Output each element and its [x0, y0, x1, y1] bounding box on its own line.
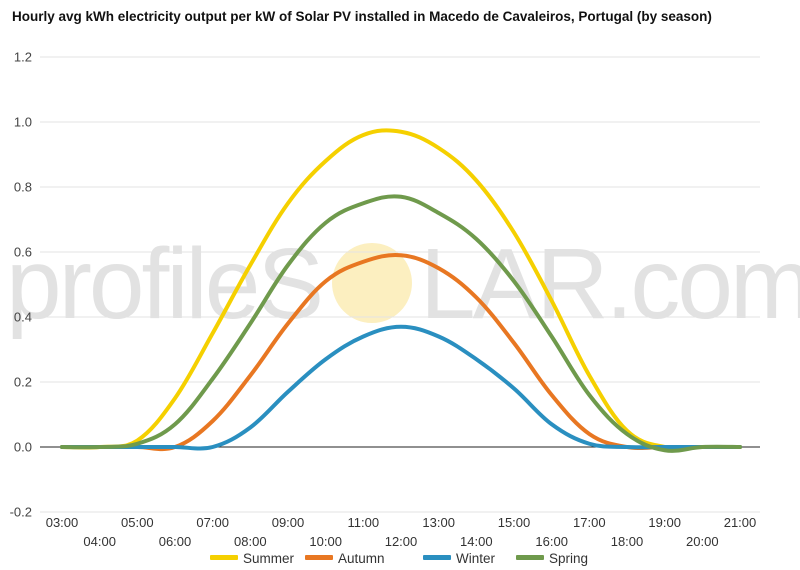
- y-axis-ticks: -0.2 0.0 0.2 0.4 0.6 0.8 1.0 1.2: [10, 50, 32, 520]
- grid-lines: [40, 56, 760, 513]
- y-tick-label: -0.2: [10, 505, 32, 520]
- x-tick-label: 08:00: [234, 534, 267, 549]
- series-line-winter: [60, 324, 742, 451]
- y-tick-label: 1.2: [14, 50, 32, 65]
- series-line-spring: [60, 194, 742, 453]
- x-tick-label: 16:00: [535, 534, 568, 549]
- x-tick-label: 03:00: [46, 515, 79, 530]
- watermark-text-left: profileS: [6, 228, 321, 340]
- x-axis-ticks: 03:00 04:00 05:00 06:00 07:00 08:00 09:00 10:00…: [46, 515, 757, 549]
- x-tick-label: 09:00: [272, 515, 305, 530]
- watermark: profileS LAR.com: [6, 228, 800, 340]
- x-tick-label: 12:00: [385, 534, 418, 549]
- legend-label-winter: Winter: [456, 551, 496, 566]
- watermark-text-right: LAR.com: [420, 228, 800, 340]
- legend-label-spring: Spring: [549, 551, 588, 566]
- legend: Summer Autumn Winter Spring: [210, 551, 588, 566]
- x-tick-label: 14:00: [460, 534, 493, 549]
- legend-label-summer: Summer: [243, 551, 295, 566]
- y-tick-label: 0.2: [14, 375, 32, 390]
- y-tick-label: 0.4: [14, 310, 32, 325]
- x-tick-label: 07:00: [196, 515, 229, 530]
- series-lines: [60, 128, 742, 453]
- legend-swatch-autumn: [305, 555, 333, 560]
- x-tick-label: 05:00: [121, 515, 154, 530]
- x-tick-label: 11:00: [348, 515, 380, 530]
- x-tick-label: 13:00: [422, 515, 455, 530]
- x-tick-label: 21:00: [724, 515, 757, 530]
- x-tick-label: 06:00: [159, 534, 192, 549]
- watermark-sun-icon: [332, 243, 412, 323]
- x-tick-label: 19:00: [648, 515, 681, 530]
- y-tick-label: 1.0: [14, 115, 32, 130]
- series-line-summer: [60, 128, 742, 451]
- x-tick-label: 10:00: [309, 534, 342, 549]
- y-tick-label: 0.0: [14, 440, 32, 455]
- y-tick-label: 0.6: [14, 245, 32, 260]
- y-tick-label: 0.8: [14, 180, 32, 195]
- x-tick-label: 17:00: [573, 515, 606, 530]
- x-tick-label: 15:00: [498, 515, 531, 530]
- x-tick-label: 04:00: [83, 534, 116, 549]
- chart-title: Hourly avg kWh electricity output per kW…: [12, 9, 712, 24]
- legend-label-autumn: Autumn: [338, 551, 385, 566]
- legend-swatch-winter: [423, 555, 451, 560]
- x-tick-label: 20:00: [686, 534, 719, 549]
- legend-swatch-summer: [210, 555, 238, 560]
- legend-swatch-spring: [516, 555, 544, 560]
- x-tick-label: 18:00: [611, 534, 644, 549]
